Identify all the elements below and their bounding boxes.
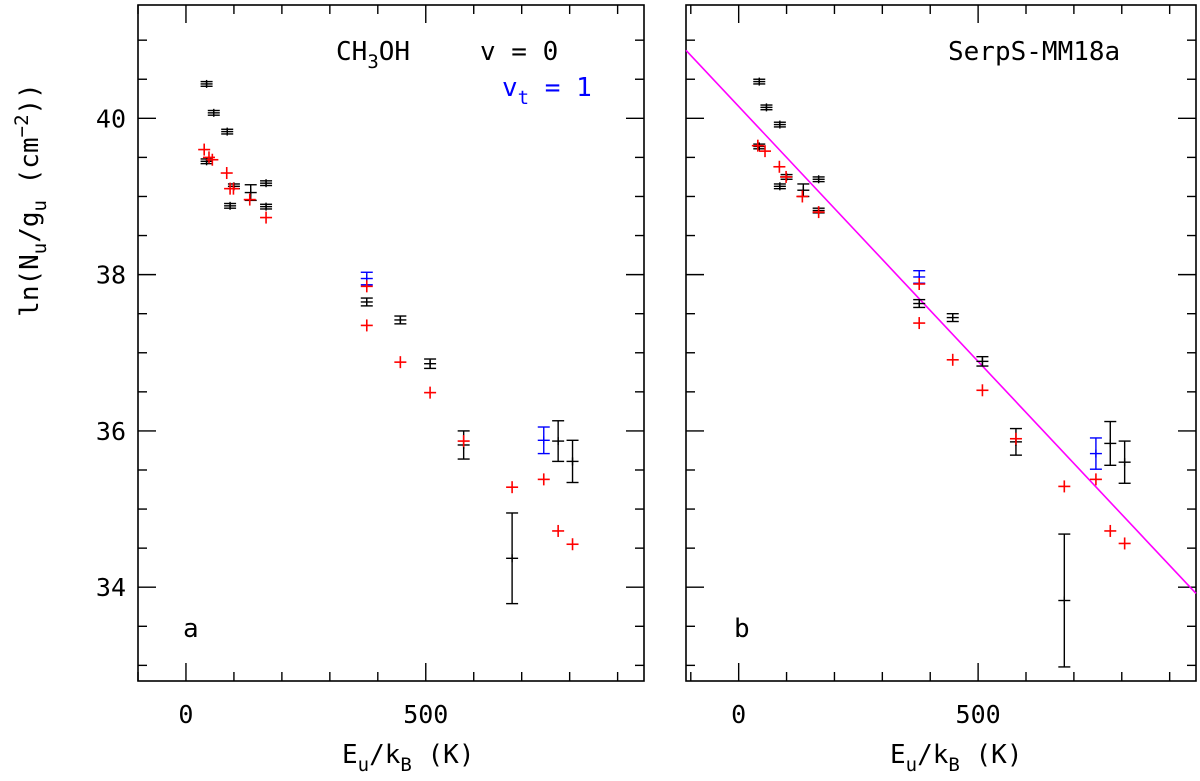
data-point-black: [200, 79, 213, 88]
panel-a-ylabel: ln(Nu/gu (cm−2)): [11, 83, 51, 317]
data-point-red: [812, 206, 825, 219]
panel-a-letter: a: [183, 614, 199, 644]
data-point-red: [1089, 473, 1102, 486]
y-tick-label: 38: [96, 261, 126, 290]
data-point-black: [207, 108, 220, 117]
data-point-red: [206, 153, 219, 166]
data-point-red: [780, 170, 793, 183]
data-point-red: [1058, 480, 1071, 493]
data-point-black: [913, 298, 926, 309]
data-point-black: [976, 355, 989, 367]
data-point-black: [552, 420, 565, 463]
data-point-black: [566, 439, 579, 484]
fit-line: [685, 49, 1197, 595]
data-point-red: [796, 190, 809, 203]
data-point-red: [537, 473, 550, 486]
data-point-red: [1009, 432, 1022, 445]
x-tick-label: 0: [178, 700, 193, 729]
data-point-red: [506, 481, 519, 494]
panel-a-axes: 0 500 34 36 38 40: [96, 5, 644, 729]
panel-b: 0 500 SerpS-MM18a b Eu/kB (K): [685, 4, 1197, 776]
data-point-black: [200, 157, 213, 166]
data-point-red: [1118, 537, 1131, 550]
y-tick-label: 40: [96, 104, 126, 133]
panel-b-source-label: SerpS-MM18a: [948, 37, 1120, 67]
data-point-black: [1058, 533, 1071, 668]
data-point-red: [394, 356, 407, 369]
data-point-black: [1104, 420, 1117, 467]
data-point-black: [224, 201, 237, 210]
data-point-red: [751, 139, 764, 152]
data-point-red: [913, 277, 926, 290]
data-point-red: [360, 319, 373, 332]
data-point-blue: [537, 426, 550, 455]
data-point-red: [198, 143, 211, 156]
panel-a-state-vt1: vt = 1: [502, 73, 592, 109]
data-point-red: [773, 160, 786, 173]
data-point-black: [260, 179, 273, 188]
data-point-black: [812, 175, 825, 184]
data-point-black: [360, 297, 373, 307]
panel-b-fit: [685, 49, 1197, 595]
panel-a-species-label: CH3OH: [336, 37, 410, 73]
data-point-blue: [1089, 437, 1102, 470]
data-point-red: [260, 211, 273, 224]
data-point-black: [221, 127, 234, 136]
data-point-red: [759, 145, 772, 158]
data-point-black: [753, 77, 766, 86]
panel-b-frame: [685, 4, 1197, 682]
data-point-red: [457, 435, 470, 448]
data-point-black: [1118, 440, 1131, 484]
panel-a-state-v0: v = 0: [480, 37, 558, 67]
x-tick-label: 0: [731, 700, 746, 729]
data-point-red: [424, 386, 437, 399]
data-point-red: [566, 538, 579, 551]
data-point-black: [260, 202, 273, 211]
data-point-red: [913, 317, 926, 330]
data-point-black: [394, 315, 407, 325]
data-point-red: [1104, 524, 1117, 537]
data-point-red: [552, 524, 565, 537]
panel-b-letter: b: [734, 614, 750, 644]
data-point-red: [976, 384, 989, 397]
data-point-red: [227, 182, 240, 195]
x-tick-label: 500: [956, 700, 1001, 729]
data-point-black: [244, 184, 257, 202]
panel-a-frame: [137, 4, 645, 682]
data-point-black: [760, 103, 773, 112]
species-subscript: 3: [367, 51, 378, 73]
data-point-black: [797, 183, 810, 198]
data-point-black: [424, 358, 437, 370]
data-point-black: [506, 512, 519, 605]
y-tick-label: 36: [96, 417, 126, 446]
panel-a-xlabel: Eu/kB (K): [342, 740, 475, 776]
data-point-black: [773, 182, 786, 191]
data-point-black: [773, 120, 786, 129]
data-point-red: [220, 167, 233, 180]
data-point-red: [360, 280, 373, 293]
data-point-black: [946, 312, 959, 323]
panel-b-xlabel: Eu/kB (K): [890, 740, 1023, 776]
y-tick-label: 34: [96, 573, 126, 602]
panel-b-marks: [751, 77, 1131, 668]
panel-a-marks: [198, 79, 579, 605]
x-tick-label: 500: [403, 700, 448, 729]
data-point-red: [946, 353, 959, 366]
data-point-red: [243, 193, 256, 206]
panel-a: 0 500 34 36 38 40 CH3OH v = 0 vt = 1 a Eu/kB …: [11, 4, 645, 776]
panel-b-axes: 0 500: [686, 5, 1196, 729]
